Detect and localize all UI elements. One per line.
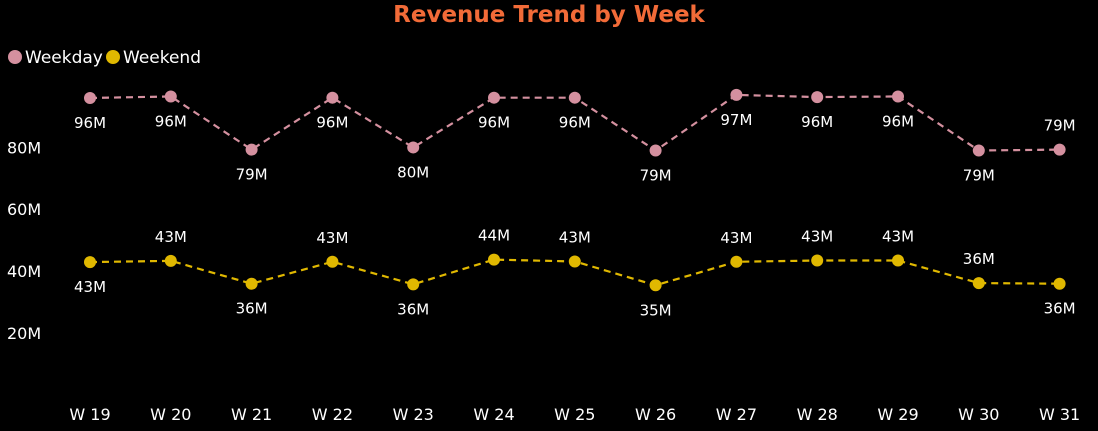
data-label-weekend: 36M [236, 300, 268, 318]
data-point-weekend [84, 256, 96, 269]
data-label-weekday: 80M [397, 163, 429, 181]
data-label-weekend: 43M [882, 228, 914, 246]
data-point-weekend [245, 277, 258, 290]
data-point-weekday [568, 91, 581, 104]
data-point-weekday [164, 90, 177, 103]
data-point-weekday [84, 92, 96, 104]
data-point-weekend [164, 254, 177, 267]
data-point-weekday [649, 144, 662, 157]
data-point-weekend [892, 254, 904, 267]
data-label-weekend: 43M [316, 229, 348, 247]
data-label-weekend: 43M [74, 278, 106, 296]
legend-label-weekday: Weekday [25, 48, 103, 68]
y-tick-label: 40M [7, 262, 41, 281]
data-point-weekend [730, 255, 743, 268]
data-point-weekday [326, 91, 339, 104]
data-label-weekday: 79M [640, 167, 672, 185]
data-label-weekday: 96M [882, 112, 914, 130]
legend-label-weekend: Weekend [123, 48, 201, 68]
x-tick-label: W 21 [231, 405, 272, 424]
y-tick-label: 60M [7, 200, 41, 219]
data-point-weekend [1053, 277, 1066, 290]
x-tick-label: W 28 [797, 405, 838, 424]
data-label-weekend: 43M [155, 228, 187, 246]
data-label-weekday: 96M [478, 114, 510, 132]
data-label-weekday: 79M [963, 167, 995, 185]
data-point-weekday [488, 91, 500, 104]
x-tick-label: W 22 [312, 405, 353, 424]
x-tick-label: W 20 [150, 405, 191, 424]
series-weekday: 96M 96M 79M 96M 80M 96M 96M 79M 97M 96M 96M 79M 79M [74, 88, 1076, 185]
data-point-weekend [972, 277, 985, 290]
data-point-weekday [1053, 143, 1066, 156]
data-point-weekday [811, 91, 824, 104]
data-label-weekday: 96M [316, 114, 348, 132]
x-tick-label: W 25 [554, 405, 595, 424]
x-tick-label: W 30 [958, 405, 999, 424]
data-label-weekend: 36M [1044, 300, 1076, 318]
data-label-weekend: 43M [801, 228, 833, 246]
legend: Weekday Weekend [8, 48, 201, 68]
data-point-weekday [972, 144, 985, 157]
data-label-weekday: 96M [74, 114, 106, 132]
x-axis: W 19 W 20 W 21 W 22 W 23 W 24 W 25 W 26 W 27 W 28… [69, 405, 1080, 424]
x-tick-label: W 23 [393, 405, 434, 424]
data-point-weekday [407, 141, 420, 154]
data-point-weekday [245, 143, 258, 156]
data-point-weekday [730, 88, 743, 101]
data-label-weekend: 36M [963, 250, 995, 268]
x-tick-label: W 27 [716, 405, 757, 424]
data-label-weekday: 96M [801, 113, 833, 131]
data-point-weekend [811, 254, 824, 267]
data-label-weekend: 44M [478, 227, 510, 245]
y-axis: 20M 40M 60M 80M [7, 138, 41, 342]
data-point-weekday [892, 90, 904, 103]
data-point-weekend [488, 253, 500, 266]
y-tick-label: 20M [7, 324, 41, 343]
x-tick-label: W 24 [473, 405, 514, 424]
data-label-weekday: 79M [1044, 117, 1076, 135]
data-label-weekend: 43M [559, 228, 591, 246]
series-layer: 96M 96M 79M 96M 80M 96M 96M 79M 97M 96M 96M 79M 79M 4… [74, 88, 1076, 320]
x-tick-label: W 31 [1039, 405, 1080, 424]
data-point-weekend [326, 255, 339, 268]
data-label-weekend: 43M [720, 229, 752, 247]
data-label-weekday: 96M [559, 114, 591, 132]
data-point-weekend [649, 279, 662, 292]
x-tick-label: W 19 [69, 405, 110, 424]
data-point-weekend [407, 278, 420, 291]
data-label-weekend: 35M [640, 301, 672, 319]
x-tick-label: W 29 [877, 405, 918, 424]
data-label-weekday: 96M [155, 112, 187, 130]
data-point-weekend [568, 255, 581, 268]
x-tick-label: W 26 [635, 405, 676, 424]
data-label-weekend: 36M [397, 300, 429, 318]
data-label-weekday: 79M [236, 166, 268, 184]
data-label-weekday: 97M [720, 111, 752, 129]
y-tick-label: 80M [7, 138, 41, 157]
series-weekend: 43M 43M 36M 43M 36M 44M 43M 35M 43M 43M 43M 36M 36M [74, 227, 1076, 320]
legend-marker-weekend [106, 50, 120, 64]
chart-title: Revenue Trend by Week [393, 2, 705, 28]
legend-marker-weekday [8, 50, 22, 64]
